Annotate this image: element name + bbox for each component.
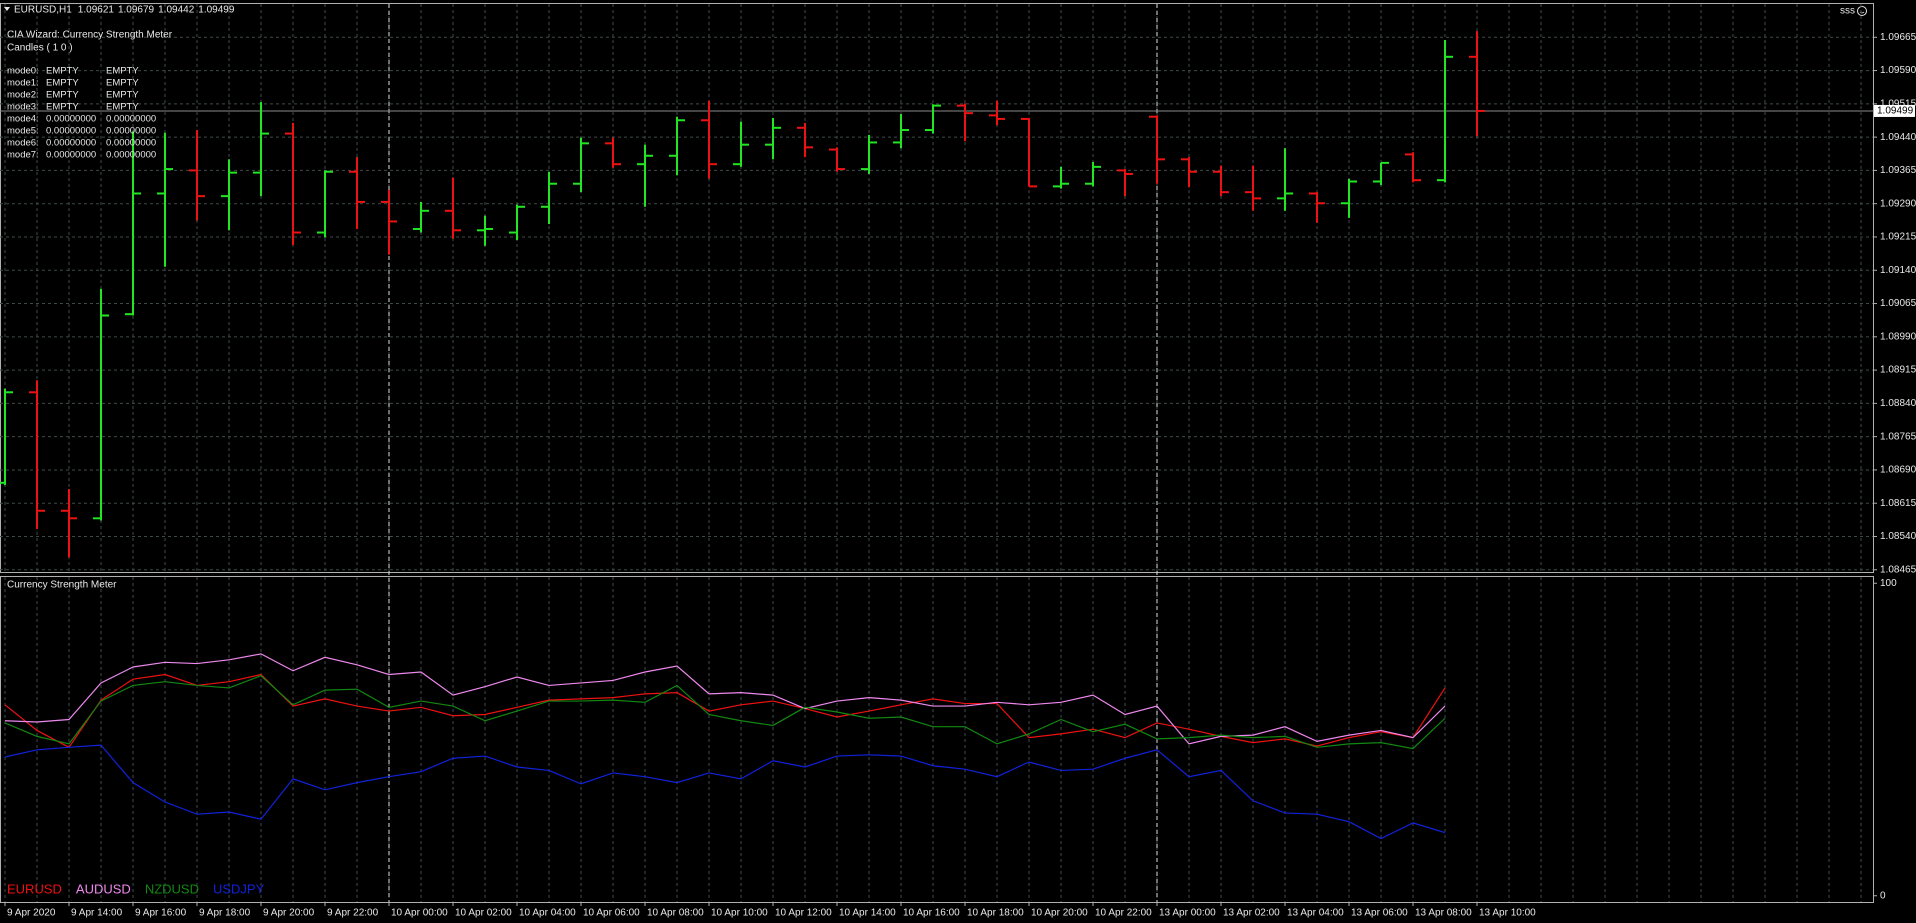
x-tick-label: 13 Apr 04:00 — [1287, 908, 1344, 919]
info-cell: mode1: — [7, 78, 39, 89]
info-cell: EMPTY — [46, 90, 79, 101]
x-tick-label: 10 Apr 10:00 — [711, 908, 768, 919]
x-tick-label: 10 Apr 20:00 — [1031, 908, 1088, 919]
info-cell: mode4: — [7, 114, 39, 125]
x-tick-label: 10 Apr 04:00 — [519, 908, 576, 919]
current-price-label: 1.09499 — [1877, 106, 1914, 117]
current-price-box — [1874, 104, 1915, 117]
legend-entry: AUDUSD — [76, 881, 131, 896]
info-cell: 0.00000000 — [106, 150, 156, 161]
y-tick-label: 100 — [1880, 578, 1897, 589]
series-line — [4, 744, 1446, 840]
y-tick-label: 1.08840 — [1880, 398, 1916, 409]
x-tick-label: 10 Apr 12:00 — [775, 908, 832, 919]
indicator-pane-frame — [0, 576, 1874, 903]
info-cell: 0.00000000 — [46, 114, 96, 125]
x-tick-label: 10 Apr 08:00 — [647, 908, 704, 919]
info-cell: 0.00000000 — [106, 126, 156, 137]
y-tick-label: 1.09665 — [1880, 32, 1916, 43]
x-tick-label: 13 Apr 06:00 — [1351, 908, 1408, 919]
info-cell: EMPTY — [106, 78, 139, 89]
x-tick-label: 13 Apr 10:00 — [1479, 908, 1536, 919]
y-tick-label: 1.09515 — [1880, 98, 1916, 109]
y-tick-label: 1.09440 — [1880, 132, 1916, 143]
y-tick-label: 1.08990 — [1880, 331, 1916, 342]
marks-layer — [0, 31, 1485, 840]
info-cell: 0.00000000 — [46, 138, 96, 149]
price-pane-frame — [0, 3, 1874, 573]
y-tick-label: 0 — [1880, 890, 1886, 901]
chart-title: EURUSD,H1 — [14, 5, 72, 16]
legend-entry: EURUSD — [7, 881, 62, 896]
info-cell: EMPTY — [106, 90, 139, 101]
info-cell: EMPTY — [46, 78, 79, 89]
info-cell: mode0: — [7, 66, 39, 77]
y-tick-label: 1.08540 — [1880, 531, 1916, 542]
series-line — [4, 653, 1446, 745]
x-tick-label: 9 Apr 16:00 — [135, 908, 187, 919]
x-tick-label: 13 Apr 08:00 — [1415, 908, 1472, 919]
y-tick-label: 1.08615 — [1880, 498, 1916, 509]
legend-entry: NZDUSD — [145, 881, 199, 896]
legend-entry: USDJPY — [213, 881, 265, 896]
y-tick-label: 1.09215 — [1880, 232, 1916, 243]
y-tick-label: 1.09065 — [1880, 298, 1916, 309]
x-tick-label: 10 Apr 06:00 — [583, 908, 640, 919]
info-cell: 0.00000000 — [106, 138, 156, 149]
info-cell: mode5: — [7, 126, 39, 137]
info-cell: mode6: — [7, 138, 39, 149]
y-tick-label: 1.08765 — [1880, 431, 1916, 442]
smiley-icon — [1857, 6, 1867, 16]
x-tick-label: 10 Apr 00:00 — [391, 908, 448, 919]
y-tick-label: 1.08915 — [1880, 365, 1916, 376]
annotation: Candles ( 1 0 ) — [7, 43, 73, 54]
x-tick-label: 9 Apr 20:00 — [263, 908, 315, 919]
info-cell: mode3: — [7, 102, 39, 113]
info-cell: mode2: — [7, 90, 39, 101]
info-cell: EMPTY — [46, 102, 79, 113]
info-cell: EMPTY — [106, 102, 139, 113]
x-tick-label: 9 Apr 2020 — [7, 908, 56, 919]
info-cell: 0.00000000 — [46, 150, 96, 161]
annotation: CIA Wizard: Currency Strength Meter — [7, 30, 173, 41]
info-cell: 0.00000000 — [106, 114, 156, 125]
x-tick-label: 13 Apr 02:00 — [1223, 908, 1280, 919]
series-line — [4, 675, 1446, 750]
pane-title: Currency Strength Meter — [7, 580, 117, 591]
x-tick-label: 9 Apr 14:00 — [71, 908, 123, 919]
header-open: 1.09621 — [78, 5, 115, 16]
info-cell: EMPTY — [46, 66, 79, 77]
info-cell: EMPTY — [106, 66, 139, 77]
y-tick-label: 1.09590 — [1880, 65, 1916, 76]
info-cell: mode7: — [7, 150, 39, 161]
x-tick-label: 10 Apr 18:00 — [967, 908, 1024, 919]
y-tick-label: 1.08690 — [1880, 465, 1916, 476]
x-tick-label: 10 Apr 22:00 — [1095, 908, 1152, 919]
x-tick-label: 9 Apr 22:00 — [327, 908, 379, 919]
y-tick-label: 1.09365 — [1880, 165, 1916, 176]
header-close: 1.09499 — [198, 5, 235, 16]
header-low: 1.09442 — [158, 5, 195, 16]
smiley-mouth — [1859, 11, 1865, 14]
info-cell: 0.00000000 — [46, 126, 96, 137]
series-line — [4, 673, 1446, 749]
x-tick-label: 10 Apr 16:00 — [903, 908, 960, 919]
header-high: 1.09679 — [118, 5, 155, 16]
x-tick-label: 10 Apr 14:00 — [839, 908, 896, 919]
grid-layer — [0, 4, 1877, 906]
y-tick-label: 1.09140 — [1880, 265, 1916, 276]
x-tick-label: 13 Apr 00:00 — [1159, 908, 1216, 919]
x-tick-label: 9 Apr 18:00 — [199, 908, 251, 919]
y-tick-label: 1.09290 — [1880, 198, 1916, 209]
account-name: sss — [1840, 6, 1855, 17]
y-tick-label: 1.08465 — [1880, 564, 1916, 575]
text-layer: 1.09665 1.09590 1.09515 1.09440 1.09365 1.092… — [7, 5, 1916, 919]
x-tick-label: 10 Apr 02:00 — [455, 908, 512, 919]
menu-arrow[interactable] — [4, 7, 10, 11]
